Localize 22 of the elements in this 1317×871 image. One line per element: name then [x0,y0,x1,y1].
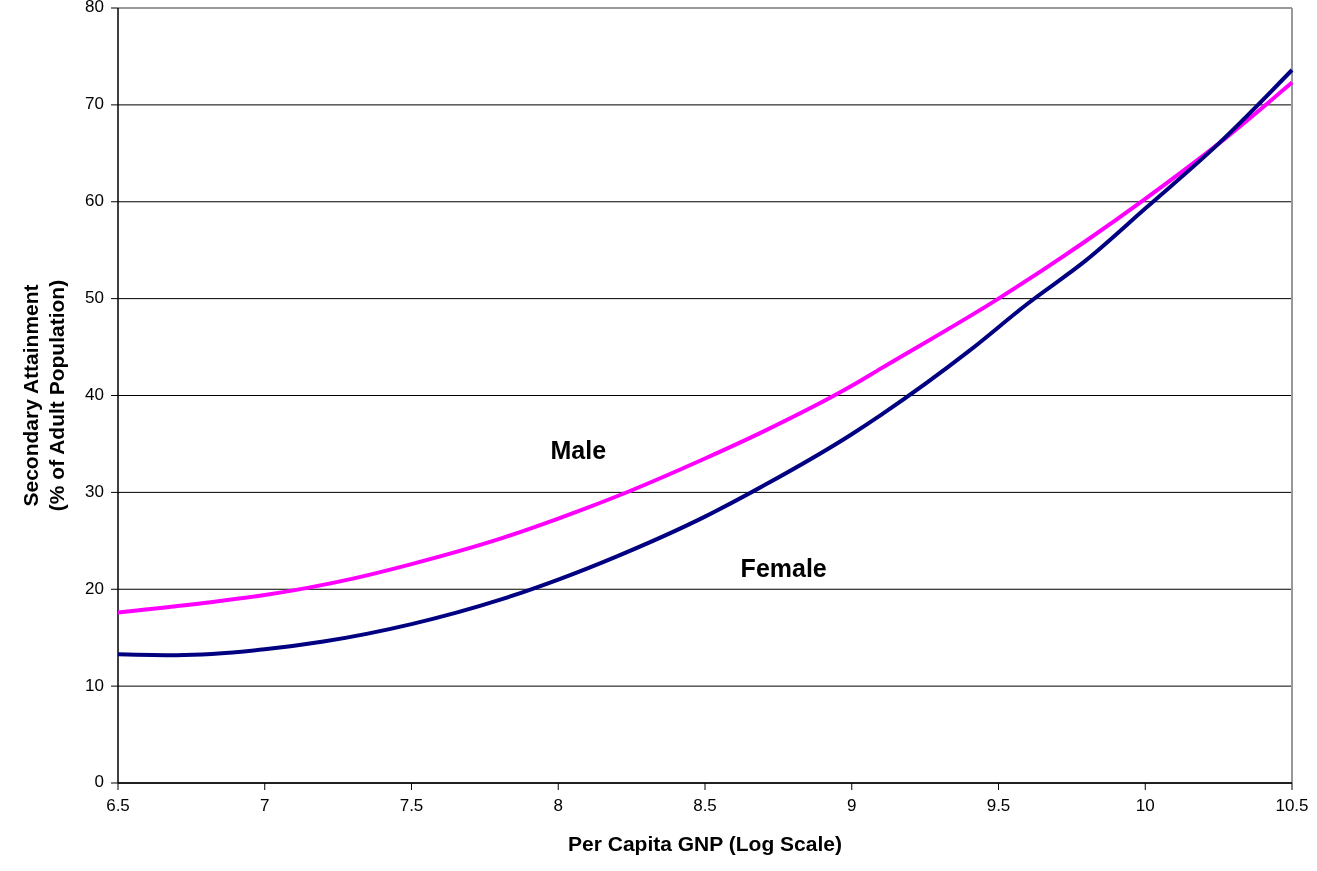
series-label: Male [550,436,607,465]
y-tick-label: 0 [94,772,104,792]
y-tick-label: 80 [85,0,104,17]
x-tick-label: 8.5 [693,796,717,815]
x-tick-label: 8 [553,796,563,815]
y-tick-label: 10 [85,675,104,695]
x-tick-label: 7.5 [399,796,424,815]
y-tick-label: 50 [85,288,104,308]
y-axis-title: Secondary Attainment (% of Adult Population) [19,279,68,512]
y-tick-label: 60 [85,191,104,211]
y-tick-label: 20 [85,578,104,598]
y-tick-label: 40 [85,384,104,404]
x-tick-label: 9 [847,796,857,815]
y-tick-label: 70 [85,94,104,114]
x-tick-label: 10 [1135,796,1155,815]
x-axis-title: Per Capita GNP (Log Scale) [568,832,842,855]
x-tick-label: 6.5 [106,796,130,815]
y-tick-label: 30 [85,481,104,501]
series-label: Female [740,554,827,583]
x-tick-label: 10.5 [1275,796,1309,815]
x-tick-label: 7 [260,796,270,815]
x-tick-label: 9.5 [986,796,1011,815]
